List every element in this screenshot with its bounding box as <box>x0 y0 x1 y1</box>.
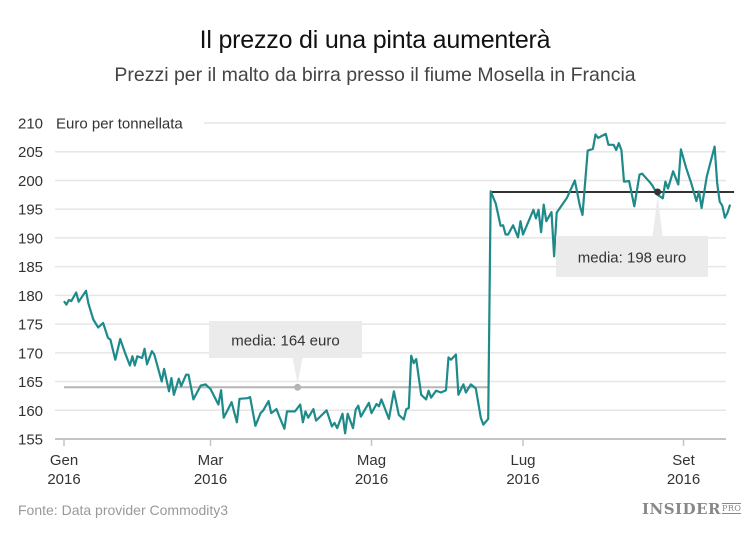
insider-pro-logo: INSIDERPRO <box>642 500 742 518</box>
y-tick-label: 200 <box>18 173 43 190</box>
callout-label: media: 198 euro <box>578 250 686 267</box>
chart-title: Il prezzo di una pinta aumenterà <box>199 26 551 54</box>
price-line <box>63 132 732 435</box>
x-tick-year: 2016 <box>355 471 388 488</box>
x-tick-month: Mar <box>198 452 224 469</box>
chart-subtitle: Prezzi per il malto da birra presso il f… <box>114 64 636 86</box>
callout-label: media: 164 euro <box>231 333 339 350</box>
x-tick-month: Mag <box>357 452 386 469</box>
y-tick-label: 165 <box>18 374 43 391</box>
mean-marker <box>654 188 662 196</box>
callout-pointer <box>652 195 663 236</box>
x-tick-year: 2016 <box>194 471 227 488</box>
y-tick-label: 155 <box>18 432 43 449</box>
y-tick-label: 185 <box>18 259 43 276</box>
y-tick-label: 190 <box>18 230 43 247</box>
x-tick-month: Lug <box>510 452 535 469</box>
x-tick-year: 2016 <box>47 471 80 488</box>
x-tick-year: 2016 <box>506 471 539 488</box>
y-tick-label: 210 <box>18 116 43 133</box>
y-tick-label: 170 <box>18 345 43 362</box>
y-tick-label: 205 <box>18 144 43 161</box>
y-tick-label: 160 <box>18 403 43 420</box>
y-tick-label: 175 <box>18 317 43 334</box>
callout-pointer <box>292 358 303 384</box>
x-tick-year: 2016 <box>667 471 700 488</box>
x-tick-month: Set <box>672 452 695 469</box>
y-axis-label: Euro per tonnellata <box>56 116 183 133</box>
source-note: Fonte: Data provider Commodity3 <box>18 502 229 518</box>
mean-marker <box>294 383 302 391</box>
x-tick-month: Gen <box>50 452 78 469</box>
y-tick-label: 195 <box>18 202 43 219</box>
callout-box <box>209 321 362 358</box>
y-tick-label: 180 <box>18 288 43 305</box>
callout-box <box>556 236 708 277</box>
